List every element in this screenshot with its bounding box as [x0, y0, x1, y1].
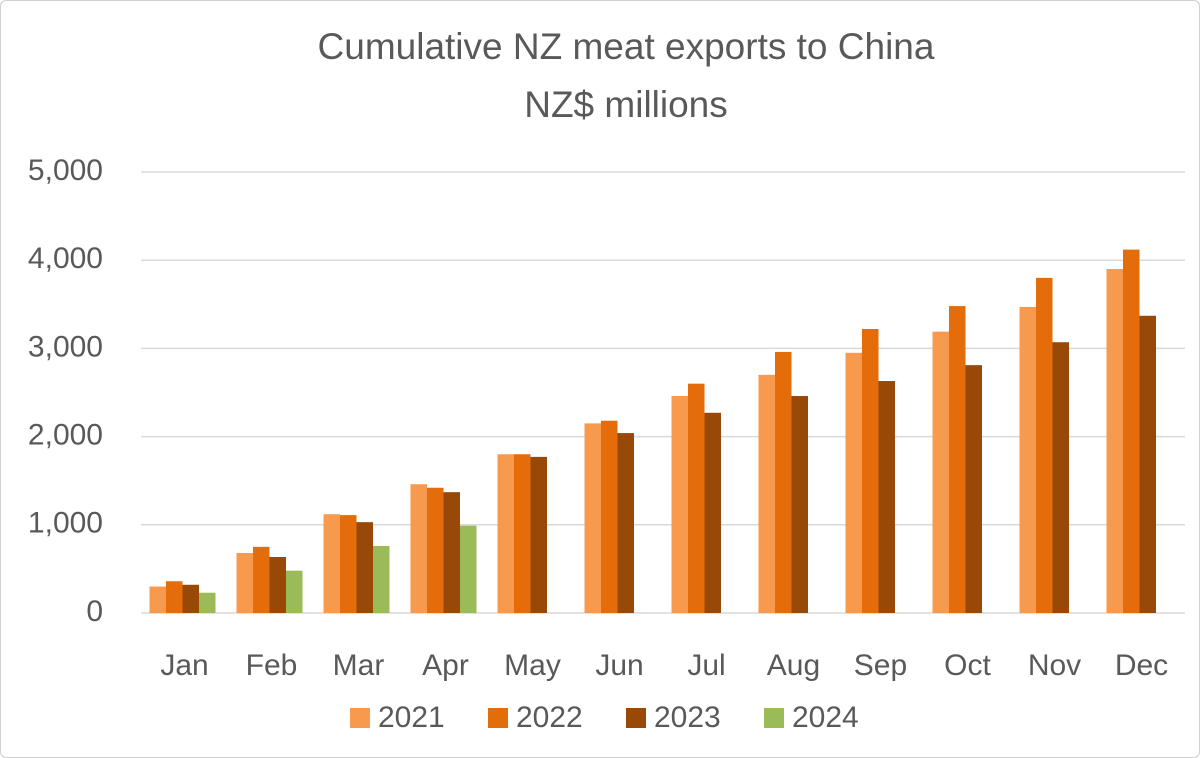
bar — [932, 331, 949, 613]
bar — [688, 383, 705, 613]
x-tick-label: Nov — [1028, 649, 1081, 682]
bar — [845, 352, 862, 613]
x-tick-label: Apr — [422, 649, 469, 682]
x-tick-label: Jul — [687, 649, 725, 682]
bar — [356, 522, 373, 613]
chart-title: Cumulative NZ meat exports to China — [318, 26, 935, 67]
bar — [236, 553, 253, 613]
bar — [514, 454, 531, 613]
bar — [460, 525, 477, 613]
bar — [373, 545, 390, 613]
x-tick-label: Feb — [246, 649, 298, 682]
bar — [443, 492, 460, 613]
bar — [671, 396, 688, 613]
legend-swatch — [626, 708, 646, 728]
bar — [758, 374, 775, 613]
bar — [497, 454, 514, 613]
bar — [601, 420, 618, 613]
bar — [410, 484, 427, 613]
x-tick-label: Sep — [854, 649, 907, 682]
bar — [323, 514, 340, 613]
bar — [862, 328, 879, 613]
bar — [617, 433, 634, 613]
bar — [1123, 249, 1140, 613]
bar — [427, 487, 444, 613]
bar — [1036, 277, 1053, 613]
y-tick-label: 3,000 — [28, 330, 103, 363]
bar — [166, 581, 183, 613]
legend-swatch — [764, 708, 784, 728]
bar — [1106, 269, 1123, 613]
bar — [530, 456, 547, 613]
x-tick-label: Jan — [160, 649, 208, 682]
bar — [1019, 306, 1036, 613]
legend-swatch — [488, 708, 508, 728]
bar — [775, 351, 792, 613]
legend-label: 2022 — [516, 701, 583, 734]
legend-swatch — [350, 708, 370, 728]
bar — [878, 381, 895, 613]
x-tick-label: Mar — [333, 649, 385, 682]
x-tick-label: Oct — [944, 649, 991, 682]
bar — [791, 396, 808, 613]
chart-subtitle: NZ$ millions — [524, 84, 728, 125]
bar — [1052, 342, 1069, 613]
bar — [965, 365, 982, 613]
y-tick-label: 2,000 — [28, 419, 103, 452]
bar — [253, 546, 270, 613]
bar — [949, 306, 966, 613]
x-tick-label: Jun — [595, 649, 643, 682]
bar — [584, 423, 601, 613]
legend-label: 2023 — [654, 701, 721, 734]
y-tick-label: 4,000 — [28, 242, 103, 275]
bar — [704, 412, 721, 613]
bar — [149, 586, 166, 613]
y-tick-label: 0 — [86, 595, 103, 628]
x-tick-label: Dec — [1115, 649, 1168, 682]
y-tick-label: 1,000 — [28, 507, 103, 540]
y-tick-label: 5,000 — [28, 154, 103, 187]
x-tick-label: May — [504, 649, 561, 682]
x-tick-label: Aug — [767, 649, 820, 682]
legend-label: 2021 — [378, 701, 445, 734]
bar — [286, 570, 303, 613]
bar — [182, 584, 199, 613]
legend-label: 2024 — [792, 701, 859, 734]
bar — [199, 592, 216, 613]
bar — [269, 556, 286, 613]
bar — [340, 515, 357, 613]
bar — [1139, 315, 1156, 613]
